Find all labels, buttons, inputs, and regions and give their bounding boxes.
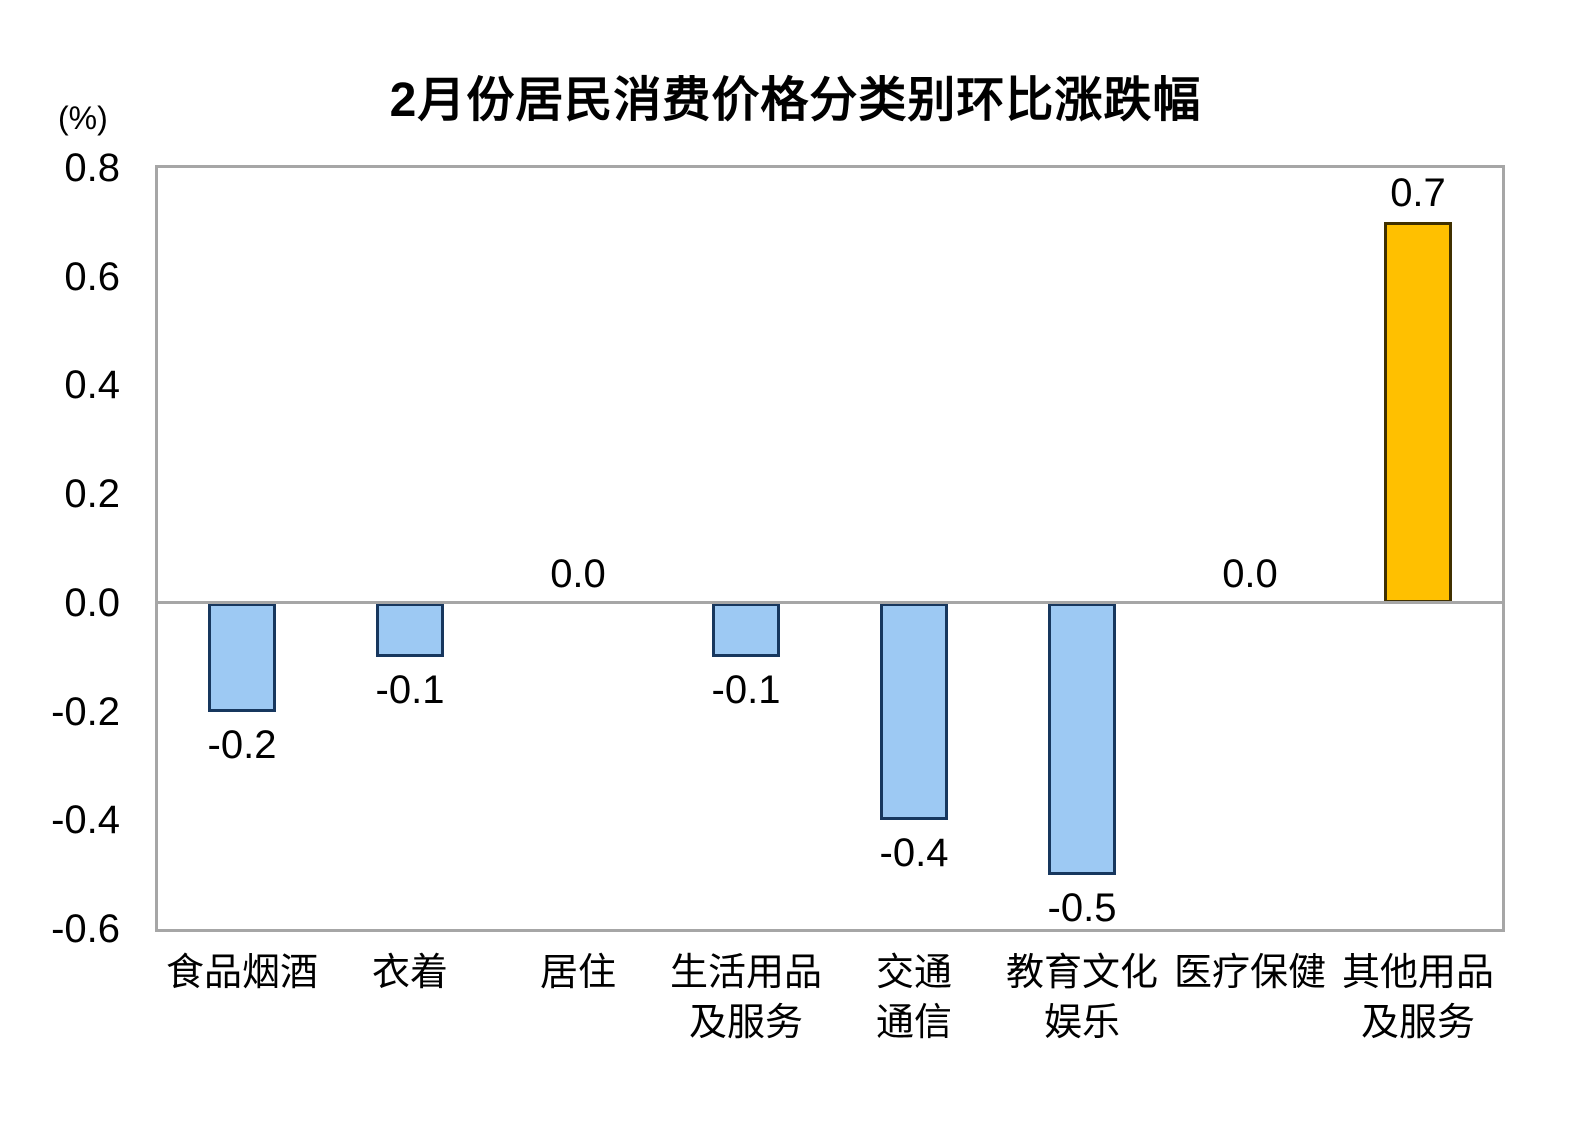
y-tick-label--0.6: -0.6 <box>51 907 120 951</box>
bar-0 <box>208 602 276 712</box>
bar-value-label-3: -0.1 <box>711 668 781 713</box>
x-category-label-0: 食品烟酒 <box>165 952 318 994</box>
x-category-label-6: 医疗保健 <box>1173 952 1326 994</box>
bar-value-label-4: -0.4 <box>879 831 949 876</box>
chart-title: 2月份居民消费价格分类别环比涨跌幅 <box>389 74 1202 127</box>
y-tick-label-0.0: 0.0 <box>64 580 120 625</box>
zero-axis-line <box>158 601 1502 605</box>
bar-value-label-0: -0.2 <box>207 722 277 767</box>
y-tick-label-0.8: 0.8 <box>64 146 120 190</box>
bar-7 <box>1384 222 1452 603</box>
x-category-label-2: 居住 <box>539 952 616 994</box>
x-category-label-7: 其他用品 及服务 <box>1341 952 1494 1044</box>
plot-inner-layer: -0.2 -0.1 0.0 -0.1 -0.4 -0.5 0.0 0.7 <box>158 168 1502 930</box>
bar-value-label-1: -0.1 <box>375 668 445 713</box>
y-tick-label--0.2: -0.2 <box>51 689 120 734</box>
bar-value-label-6: 0.0 <box>1222 551 1278 596</box>
y-axis-unit-label: (%) <box>58 100 108 136</box>
y-tick-label-0.4: 0.4 <box>64 363 120 408</box>
x-category-label-1: 衣着 <box>371 952 448 994</box>
y-tick-label-0.6: 0.6 <box>64 254 120 299</box>
bar-value-label-7: 0.7 <box>1390 171 1446 216</box>
bar-value-label-5: -0.5 <box>1047 885 1117 930</box>
y-tick-label--0.4: -0.4 <box>51 798 120 843</box>
bar-4 <box>880 602 948 821</box>
y-tick-label-0.2: 0.2 <box>64 472 120 517</box>
plot-area: -0.2 -0.1 0.0 -0.1 -0.4 -0.5 0.0 0.7 <box>155 165 1505 932</box>
x-category-label-4: 交通 通信 <box>875 952 952 1044</box>
bar-3 <box>712 602 780 658</box>
bar-1 <box>376 602 444 658</box>
bar-5 <box>1048 602 1116 875</box>
x-category-label-3: 生活用品 及服务 <box>669 952 822 1044</box>
bar-value-label-2: 0.0 <box>550 551 606 596</box>
x-category-label-5: 教育文化 娱乐 <box>1005 952 1158 1044</box>
